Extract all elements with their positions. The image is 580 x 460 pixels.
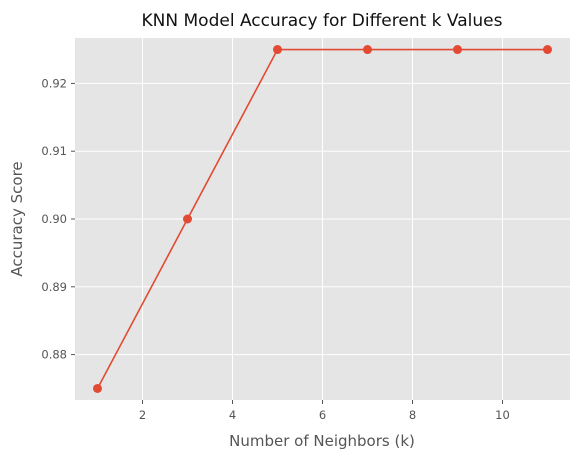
grid-lines bbox=[75, 38, 570, 400]
x-tick-label: 6 bbox=[319, 408, 326, 422]
y-tick-label: 0.92 bbox=[41, 76, 67, 90]
y-tick-label: 0.88 bbox=[41, 348, 67, 362]
data-point bbox=[363, 45, 372, 55]
x-tick-label: 2 bbox=[139, 408, 146, 422]
y-axis-label: Accuracy Score bbox=[8, 161, 26, 276]
x-tick-label: 4 bbox=[229, 408, 236, 422]
data-point bbox=[543, 45, 552, 55]
x-tick-label: 8 bbox=[409, 408, 416, 422]
y-axis-ticks: 0.88 0.89 0.90 0.91 0.92 bbox=[41, 76, 75, 362]
data-point bbox=[93, 383, 102, 393]
y-tick-label: 0.90 bbox=[41, 212, 67, 226]
data-point bbox=[273, 45, 282, 55]
x-tick-label: 10 bbox=[495, 408, 510, 422]
data-point bbox=[183, 214, 192, 224]
chart-title: KNN Model Accuracy for Different k Value… bbox=[142, 11, 503, 31]
y-tick-label: 0.91 bbox=[41, 144, 67, 158]
series-line bbox=[96, 48, 548, 389]
x-axis-ticks: 2 4 6 8 10 bbox=[139, 400, 510, 422]
data-point bbox=[453, 45, 462, 55]
series-layer bbox=[93, 45, 552, 393]
x-axis-label: Number of Neighbors (k) bbox=[229, 432, 415, 450]
y-tick-label: 0.89 bbox=[41, 280, 67, 294]
